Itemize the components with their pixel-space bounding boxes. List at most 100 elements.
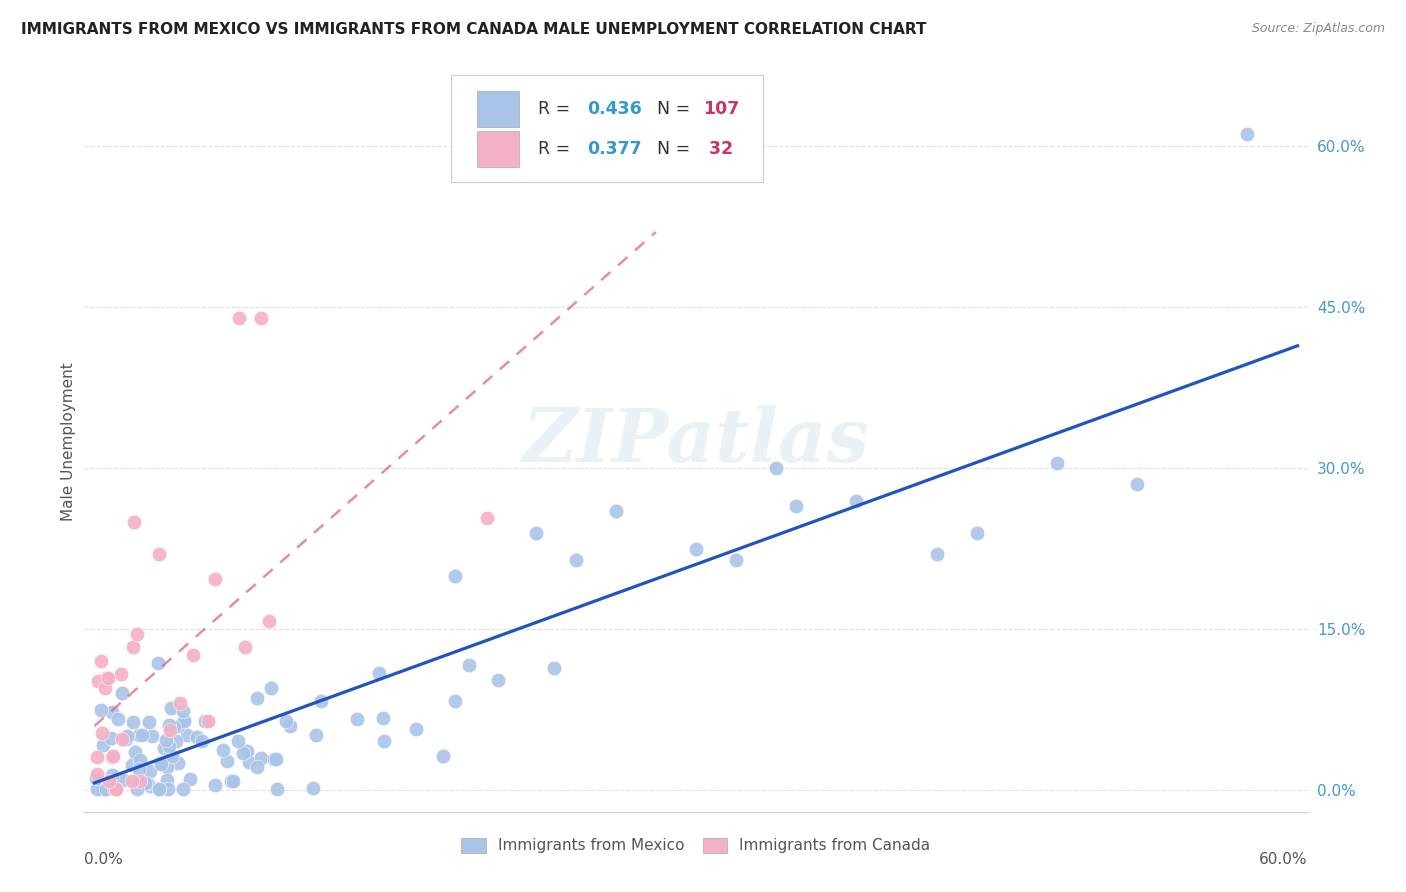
Point (86, 771, 108, 785)
Point (368, 665, 391, 680)
Point (122, 640, 145, 655)
Point (121, 773, 143, 788)
Point (150, 757, 173, 772)
Point (121, 758, 143, 772)
Point (263, 752, 285, 766)
Text: R =: R = (538, 100, 576, 118)
Point (165, 734, 187, 748)
Point (100, 749, 122, 764)
Point (233, 640, 256, 654)
Point (138, 714, 160, 729)
Point (1236, 127, 1258, 141)
Point (139, 764, 162, 779)
Point (86, 767, 108, 781)
Point (1046, 456, 1069, 470)
Point (131, 728, 153, 742)
Point (228, 311, 250, 326)
FancyBboxPatch shape (477, 130, 519, 167)
Point (139, 779, 162, 793)
Point (148, 782, 170, 797)
Point (128, 728, 150, 742)
Point (477, 511, 499, 525)
Text: ZIPatlas: ZIPatlas (523, 405, 869, 478)
Point (149, 756, 172, 771)
Point (148, 547, 170, 561)
Point (169, 696, 191, 710)
Point (204, 572, 226, 586)
Point (191, 734, 214, 748)
Point (135, 776, 157, 790)
Point (86, 782, 108, 797)
Point (103, 782, 125, 797)
Point (100, 706, 122, 720)
Point (1126, 477, 1149, 491)
Point (112, 772, 135, 787)
Point (173, 713, 195, 727)
Point (259, 681, 281, 696)
Point (163, 720, 186, 734)
Point (765, 461, 787, 475)
Text: 107: 107 (703, 100, 740, 118)
Point (156, 772, 179, 787)
Point (97, 773, 120, 788)
Point (186, 730, 208, 744)
Point (162, 748, 184, 763)
Point (101, 749, 124, 764)
Point (278, 719, 301, 733)
Point (217, 754, 239, 768)
Point (564, 552, 586, 566)
Point (159, 747, 181, 762)
FancyBboxPatch shape (451, 75, 763, 183)
Point (122, 714, 145, 729)
Point (444, 568, 467, 582)
Point (373, 734, 395, 748)
Point (93, 782, 115, 797)
Point (845, 493, 868, 508)
Point (925, 547, 948, 561)
Point (250, 751, 273, 765)
Point (160, 700, 183, 714)
Point (183, 648, 205, 663)
Point (266, 782, 288, 797)
Point (432, 749, 454, 764)
Point (101, 768, 124, 782)
Point (157, 739, 180, 754)
Point (111, 686, 134, 700)
Point (134, 776, 156, 790)
Point (212, 742, 235, 756)
Point (156, 760, 179, 774)
Point (115, 731, 138, 746)
Text: IMMIGRANTS FROM MEXICO VS IMMIGRANTS FROM CANADA MALE UNEMPLOYMENT CORRELATION C: IMMIGRANTS FROM MEXICO VS IMMIGRANTS FRO… (21, 22, 927, 37)
Point (127, 782, 149, 797)
Point (197, 714, 219, 729)
Point (87, 673, 110, 688)
Point (159, 723, 181, 738)
Point (96, 671, 118, 685)
Point (105, 782, 128, 797)
Point (153, 741, 176, 756)
Point (194, 714, 217, 728)
Point (232, 746, 254, 760)
Text: 32: 32 (703, 140, 734, 158)
Point (90, 703, 112, 717)
Point (486, 673, 509, 687)
Point (90, 654, 112, 668)
Point (167, 719, 190, 733)
Point (685, 541, 707, 556)
Point (966, 525, 988, 540)
Point (543, 661, 565, 675)
Y-axis label: Male Unemployment: Male Unemployment (60, 362, 76, 521)
Point (100, 731, 122, 746)
Point (155, 732, 177, 747)
Point (176, 728, 198, 742)
Point (444, 694, 467, 708)
Point (91, 738, 114, 752)
Point (264, 752, 287, 766)
Point (302, 781, 325, 796)
Text: 0.436: 0.436 (588, 100, 643, 118)
Point (157, 782, 180, 797)
Point (219, 774, 242, 789)
Point (93, 782, 115, 797)
Point (90, 726, 112, 740)
Point (141, 729, 163, 743)
